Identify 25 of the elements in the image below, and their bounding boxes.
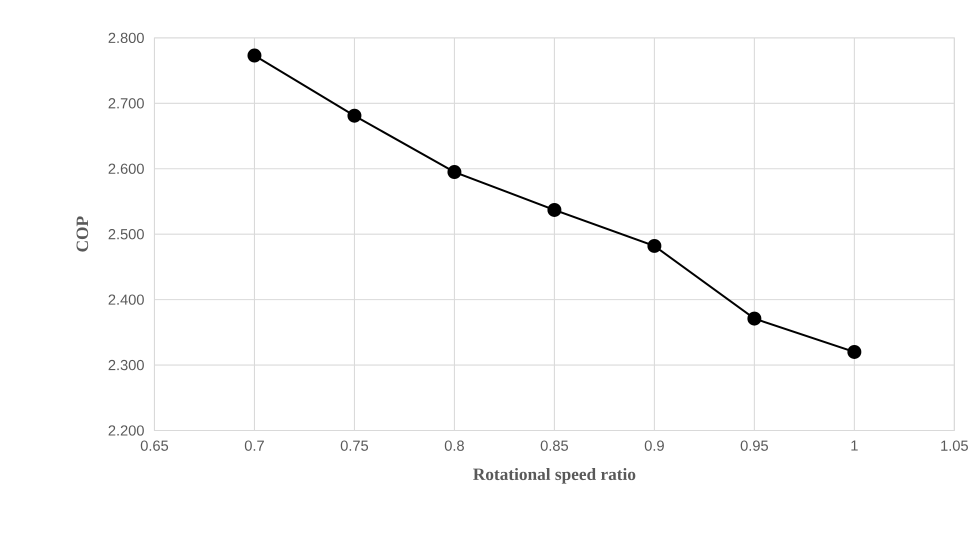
x-tick-label: 0.8 <box>444 440 464 451</box>
point <box>247 48 262 62</box>
y-tick-label: 2.300 <box>108 360 144 370</box>
point <box>847 344 862 359</box>
point <box>347 108 362 123</box>
y-tick-label: 2.200 <box>108 425 144 436</box>
x-tick-label: 0.85 <box>540 440 568 451</box>
point <box>447 164 462 179</box>
point <box>747 312 762 326</box>
x-tick-label: 0.65 <box>140 440 168 451</box>
point <box>547 202 562 217</box>
y-tick-label: 2.400 <box>108 294 144 305</box>
y-tick-label: 2.700 <box>108 98 144 108</box>
y-axis-title: COP <box>76 216 88 252</box>
y-tick-label: 2.800 <box>108 32 144 43</box>
x-tick-label: 0.7 <box>244 440 264 451</box>
x-tick-label: 0.9 <box>644 440 664 451</box>
x-axis-title: Rotational speed ratio <box>473 468 636 484</box>
y-tick-label: 2.500 <box>108 228 144 240</box>
y-tick-label: 2.600 <box>108 164 144 174</box>
point <box>647 238 662 253</box>
x-tick-label: 1 <box>851 440 858 451</box>
x-tick-label: 0.75 <box>340 440 368 451</box>
x-tick-label: 1.05 <box>941 440 968 451</box>
x-tick-label: 0.95 <box>740 440 768 451</box>
